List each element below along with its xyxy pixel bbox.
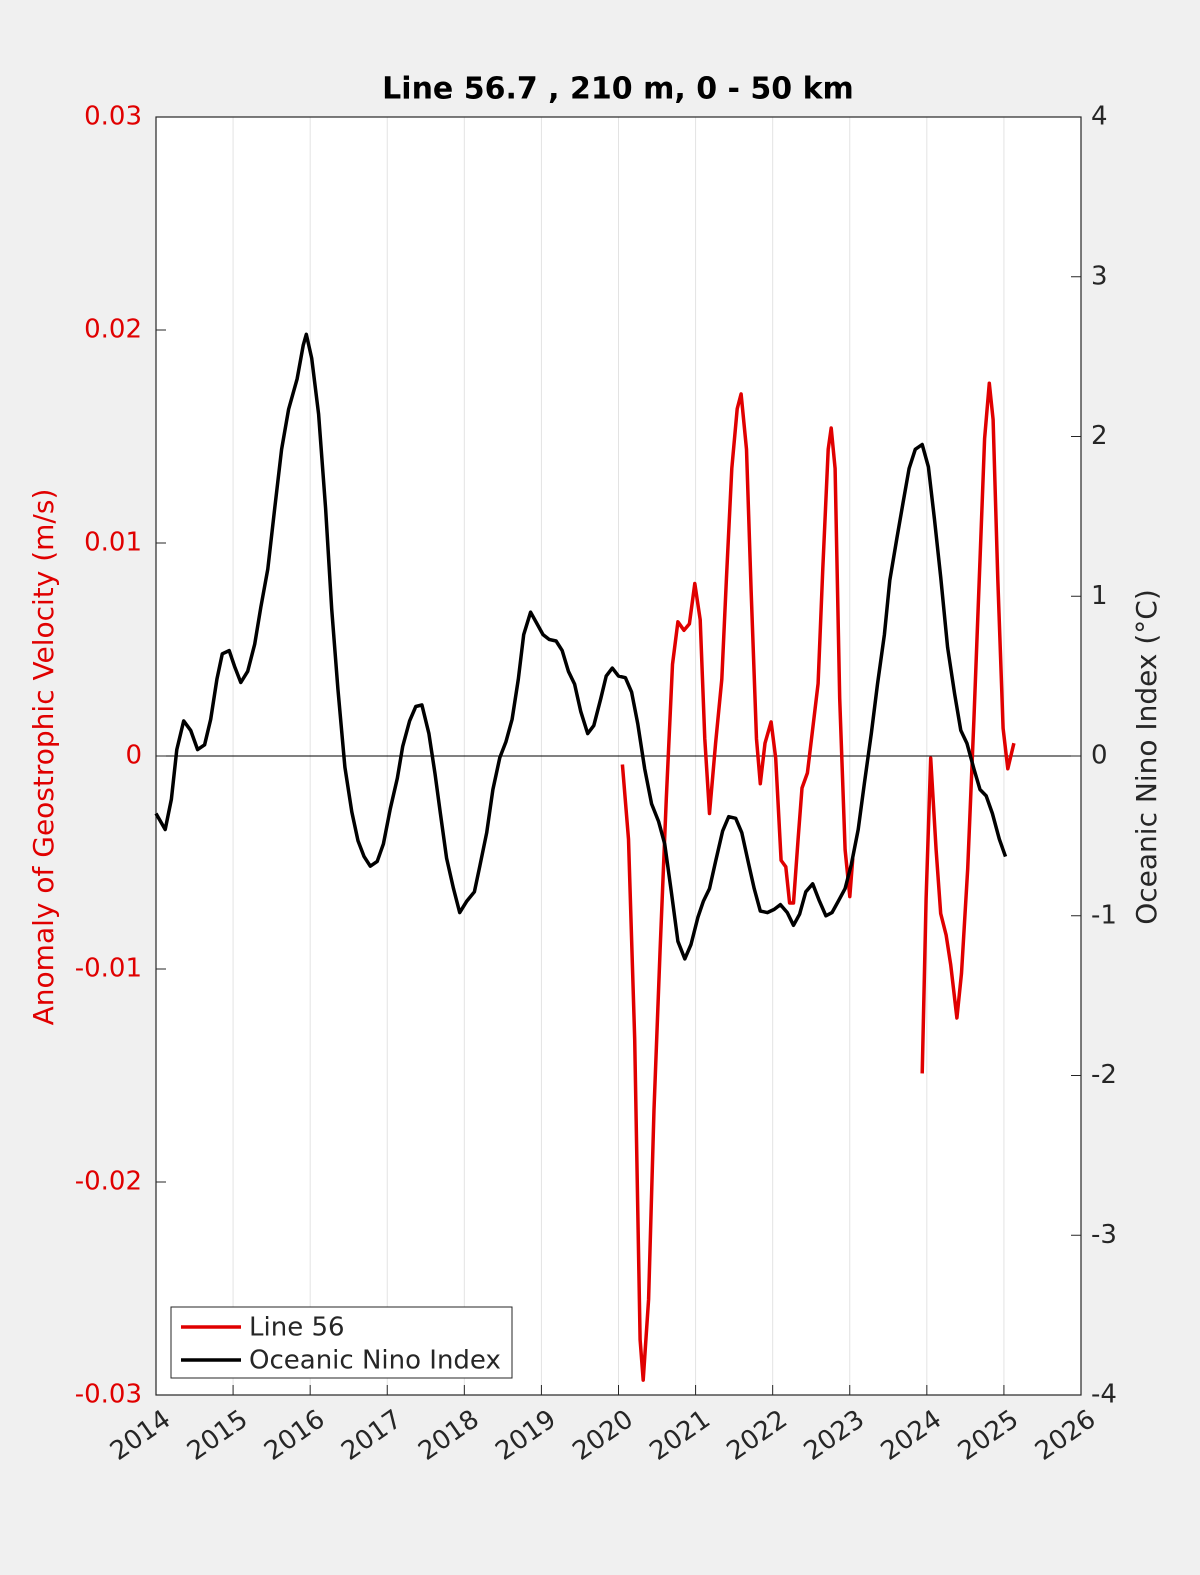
line-series [154, 332, 1008, 961]
y-tick-label: 0.02 [84, 315, 142, 345]
x-tick-label: 2014 [105, 1404, 176, 1467]
x-tick-label: 2021 [644, 1404, 715, 1467]
x-tick-label: 2023 [799, 1404, 870, 1467]
y-tick-label: 0.01 [84, 528, 142, 558]
x-tick-label: 2016 [259, 1404, 330, 1467]
y-tick-label: -0.02 [75, 1167, 142, 1197]
y2-tick-label: -2 [1091, 1060, 1117, 1090]
y2-tick-label: 2 [1091, 421, 1108, 451]
legend-label: Line 56 [249, 1313, 345, 1343]
y2-tick-label: -3 [1091, 1220, 1117, 1250]
y2-tick-label: 3 [1091, 261, 1108, 291]
y2-tick-label: -1 [1091, 900, 1117, 930]
x-tick-label: 2026 [1030, 1404, 1101, 1467]
chart-title: Line 56.7 , 210 m, 0 - 50 km [382, 72, 854, 107]
y-tick-label: 0.03 [84, 102, 142, 132]
y2-tick-label: -4 [1091, 1380, 1117, 1410]
x-tick-label: 2025 [953, 1404, 1024, 1467]
x-tick-label: 2018 [413, 1404, 484, 1467]
y-axis-label: Anomaly of Geostrophic Velocity (m/s) [27, 489, 60, 1026]
y2-tick-label: 4 [1091, 102, 1108, 132]
y-tick-label: -0.03 [75, 1380, 142, 1410]
y-tick-label: -0.01 [75, 954, 142, 984]
x-tick-label: 2017 [336, 1404, 407, 1467]
y2-tick-label: 0 [1091, 741, 1108, 771]
x-tick-label: 2022 [722, 1404, 793, 1467]
y2-axis-label: Oceanic Nino Index (°C) [1130, 589, 1163, 925]
y-tick-label: 0 [125, 741, 142, 771]
x-tick-label: 2015 [182, 1404, 253, 1467]
legend-box [170, 1306, 513, 1379]
x-tick-label: 2019 [490, 1404, 561, 1467]
y2-tick-label: 1 [1091, 581, 1108, 611]
axes-box [155, 116, 1082, 1396]
x-tick-label: 2024 [876, 1404, 947, 1467]
x-tick-label: 2020 [567, 1404, 638, 1467]
legend-label: Oceanic Nino Index [249, 1346, 501, 1376]
